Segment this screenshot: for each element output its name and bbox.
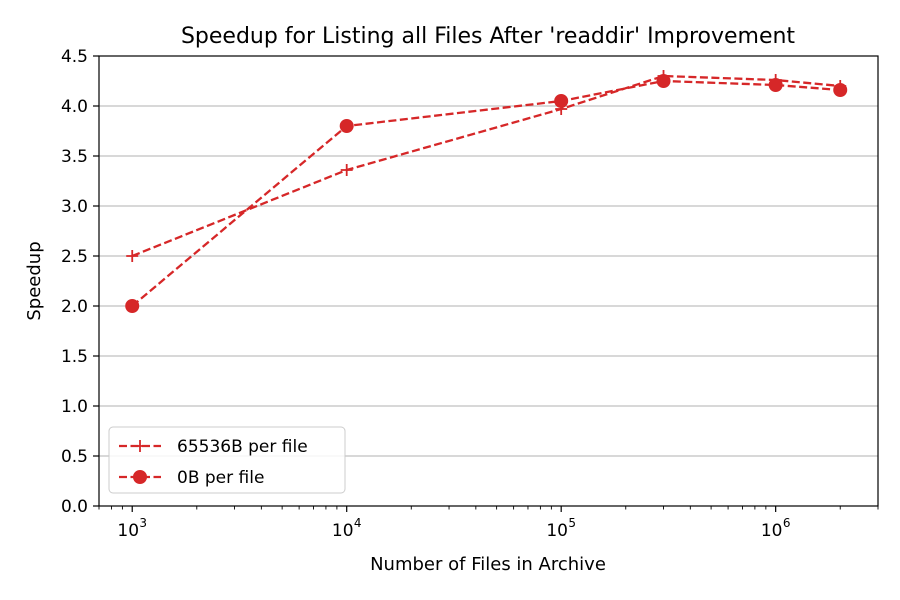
y-tick-label: 3.0 xyxy=(61,197,88,217)
y-tick-label: 4.0 xyxy=(61,97,88,117)
data-point-plus xyxy=(126,250,139,262)
legend-box xyxy=(108,426,346,494)
x-tick-label-exponent: 3 xyxy=(139,516,147,530)
x-tick-label-base: 10 xyxy=(546,521,568,541)
data-point-plus xyxy=(340,164,353,176)
legend-item: 65536B per file xyxy=(119,437,308,457)
x-tick-label: 10 3 xyxy=(117,516,147,541)
chart-title: Speedup for Listing all Files After 'rea… xyxy=(181,24,795,49)
y-tick-label: 0.0 xyxy=(61,497,88,517)
data-point-circle xyxy=(339,119,354,133)
y-tick-label: 2.5 xyxy=(61,247,88,267)
series-0b xyxy=(125,74,848,313)
data-point-circle xyxy=(133,470,147,484)
x-tick-label-base: 10 xyxy=(761,521,783,541)
legend: 65536B per file 0B per file xyxy=(108,426,346,494)
x-axis-label: Number of Files in Archive xyxy=(370,554,606,575)
plot-area xyxy=(125,70,848,313)
y-tick-label: 0.5 xyxy=(61,447,88,467)
legend-label: 65536B per file xyxy=(177,437,308,457)
x-tick-label: 10 4 xyxy=(332,516,362,541)
legend-item: 0B per file xyxy=(119,468,264,488)
y-tick-label: 1.0 xyxy=(61,397,88,417)
x-tick-label-exponent: 5 xyxy=(568,516,576,530)
x-axis: 10 3 10 4 10 5 10 6 xyxy=(98,506,879,541)
y-tick-label: 2.0 xyxy=(61,297,88,317)
data-point-circle xyxy=(833,83,848,97)
data-point-circle xyxy=(768,78,783,92)
x-tick-label-exponent: 4 xyxy=(354,516,362,530)
legend-label: 0B per file xyxy=(177,468,264,488)
y-tick-label: 1.5 xyxy=(61,347,88,367)
series-line xyxy=(131,79,841,307)
y-axis: 0.0 0.5 1.0 1.5 2.0 2.5 3.0 3.5 4.0 4.5 xyxy=(61,47,99,517)
y-tick-label: 3.5 xyxy=(61,147,88,167)
data-point-circle xyxy=(656,74,671,88)
x-tick-label: 10 6 xyxy=(761,516,791,541)
data-point-circle xyxy=(554,94,569,108)
y-tick-label: 4.5 xyxy=(61,47,88,67)
x-tick-label-exponent: 6 xyxy=(783,516,791,530)
data-point-circle xyxy=(125,299,140,313)
x-tick-label: 10 5 xyxy=(546,516,576,541)
x-tick-label-base: 10 xyxy=(117,521,139,541)
x-tick-label-base: 10 xyxy=(332,521,354,541)
y-axis-label: Speedup xyxy=(24,241,45,320)
data-point-plus xyxy=(134,440,146,452)
series-line xyxy=(131,74,841,258)
plot-frame xyxy=(98,55,879,507)
